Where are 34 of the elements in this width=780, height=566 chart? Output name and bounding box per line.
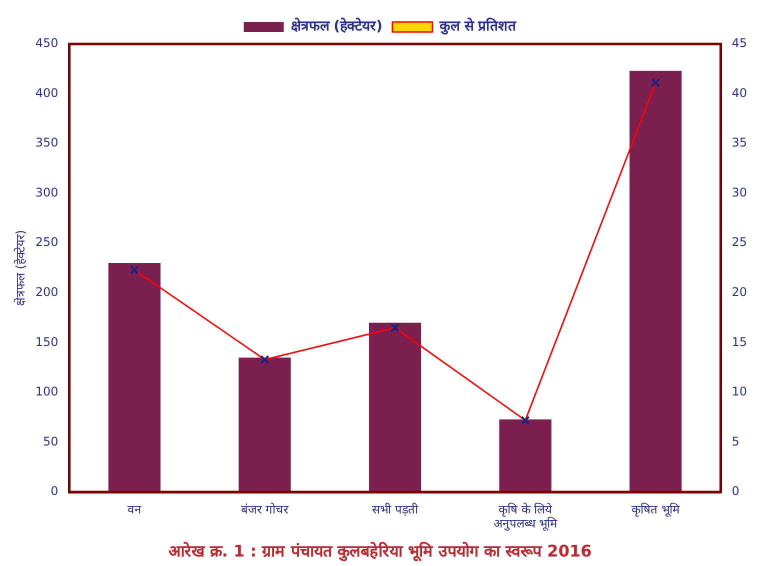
y-tick-label: 200	[35, 285, 58, 300]
y-axis-title: क्षेत्रफल (हेक्टेयर)	[13, 230, 28, 306]
bar	[368, 322, 422, 492]
y-tick-label: 350	[35, 136, 58, 150]
x-tick-label: कृषित भूमि	[632, 502, 680, 518]
x-tick-label: कृषि के लिये अनुपलब्ध भूमि	[493, 502, 558, 532]
bar	[630, 70, 682, 492]
bar	[108, 263, 161, 492]
y-tick-label: 50	[43, 434, 58, 448]
y2-tick-label: 35	[732, 136, 748, 150]
y2-tick-label: 5	[732, 434, 740, 448]
y-tick-label: 300	[35, 185, 58, 200]
legend-label: कुल से प्रतिशत	[438, 18, 518, 36]
x-tick-label: सभी पड़ती	[372, 502, 419, 516]
y2-tick-label: 15	[732, 334, 748, 349]
y2-tick-label: 45	[732, 36, 748, 50]
text: आरेख क्र. 1 : ग्राम पंचायत कुलबहेरिया भूमि उपयोग का स्वरूप 2016	[168, 542, 592, 562]
y-tick-label: 0	[50, 484, 58, 498]
y2-tick-label: 30	[732, 185, 748, 200]
legend-label: क्षेत्रफल (हेक्टेयर)	[290, 18, 382, 35]
x-tick-label: बंजर गोचर	[240, 502, 290, 516]
y2-tick-label: 0	[732, 484, 740, 498]
y2-tick-label: 40	[732, 86, 748, 100]
y-tick-label: 150	[35, 334, 58, 349]
x-tick-label: वन	[127, 502, 142, 516]
bar	[238, 358, 291, 492]
y-tick-label: 250	[35, 235, 58, 250]
bar	[499, 419, 552, 492]
y2-tick-label: 20	[732, 285, 748, 300]
y2-tick-label: 10	[732, 384, 748, 399]
y-tick-label: 400	[35, 86, 58, 100]
y-tick-label: 100	[35, 384, 58, 399]
y-tick-label: 450	[35, 36, 58, 50]
y2-tick-label: 25	[732, 235, 748, 250]
